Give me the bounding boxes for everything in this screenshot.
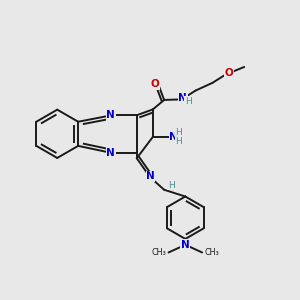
Text: CH₃: CH₃	[205, 248, 219, 257]
Text: N: N	[178, 94, 187, 103]
Text: CH₃: CH₃	[152, 248, 166, 257]
Text: N: N	[181, 240, 190, 250]
Text: N: N	[169, 132, 178, 142]
Text: N: N	[146, 171, 155, 181]
Text: H: H	[185, 97, 192, 106]
Text: O: O	[224, 68, 233, 78]
Text: N: N	[106, 110, 115, 120]
Text: N: N	[106, 148, 115, 158]
Text: H: H	[176, 137, 182, 146]
Text: H: H	[176, 128, 182, 136]
Text: H: H	[168, 181, 175, 190]
Text: O: O	[151, 79, 159, 89]
